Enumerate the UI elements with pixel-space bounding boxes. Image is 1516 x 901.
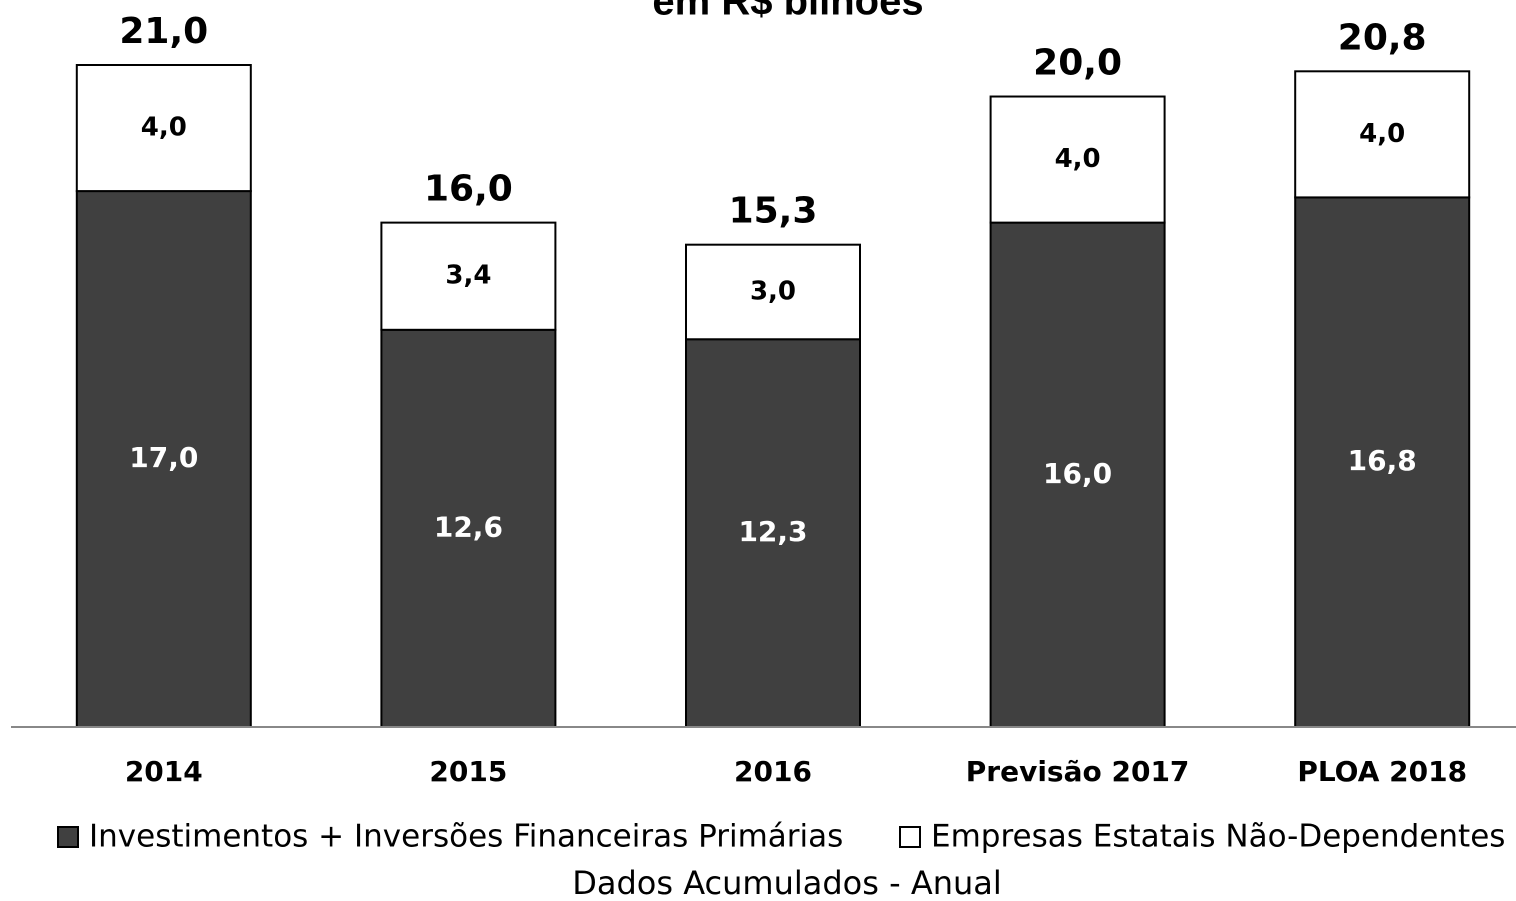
data-label: 12,3 — [738, 515, 807, 548]
data-label: 16,0 — [1043, 457, 1112, 490]
data-label: 4,0 — [1055, 144, 1101, 174]
bar-segment — [75, 64, 252, 193]
x-tick-label: PLOA 2018 — [1297, 755, 1467, 788]
total-label: 16,0 — [424, 169, 513, 210]
legend-swatch — [899, 826, 921, 848]
bar-segment — [685, 338, 861, 728]
legend-swatch — [57, 826, 79, 848]
total-label: 20,8 — [1338, 17, 1427, 58]
total-label: 21,0 — [119, 11, 208, 52]
chart-title: em R$ bilhões — [652, 0, 923, 24]
data-label: 3,0 — [750, 276, 796, 306]
legend-label: Investimentos + Inversões Financeiras Pr… — [89, 819, 843, 855]
legend-label: Empresas Estatais Não-Dependentes — [931, 819, 1505, 855]
bar-segment — [1294, 70, 1471, 199]
bar-segment — [989, 95, 1166, 224]
x-tick-label: Previsão 2017 — [966, 755, 1190, 788]
total-label: 15,3 — [729, 191, 818, 232]
bar-segment — [380, 221, 557, 331]
x-tick-label: 2016 — [734, 755, 812, 788]
total-label: 20,0 — [1033, 43, 1122, 84]
data-label: 16,8 — [1348, 444, 1417, 477]
x-tick-label: 2014 — [125, 755, 203, 788]
bar-segment — [685, 243, 861, 341]
x-tick-label: 2015 — [429, 755, 507, 788]
data-label: 4,0 — [1359, 119, 1405, 149]
data-label: 12,6 — [434, 510, 503, 543]
data-label: 3,4 — [445, 261, 491, 291]
data-label: 17,0 — [129, 441, 198, 474]
bar-segment — [75, 190, 252, 729]
caption: Dados Acumulados - Anual — [572, 864, 1002, 901]
data-label: 4,0 — [141, 113, 187, 143]
